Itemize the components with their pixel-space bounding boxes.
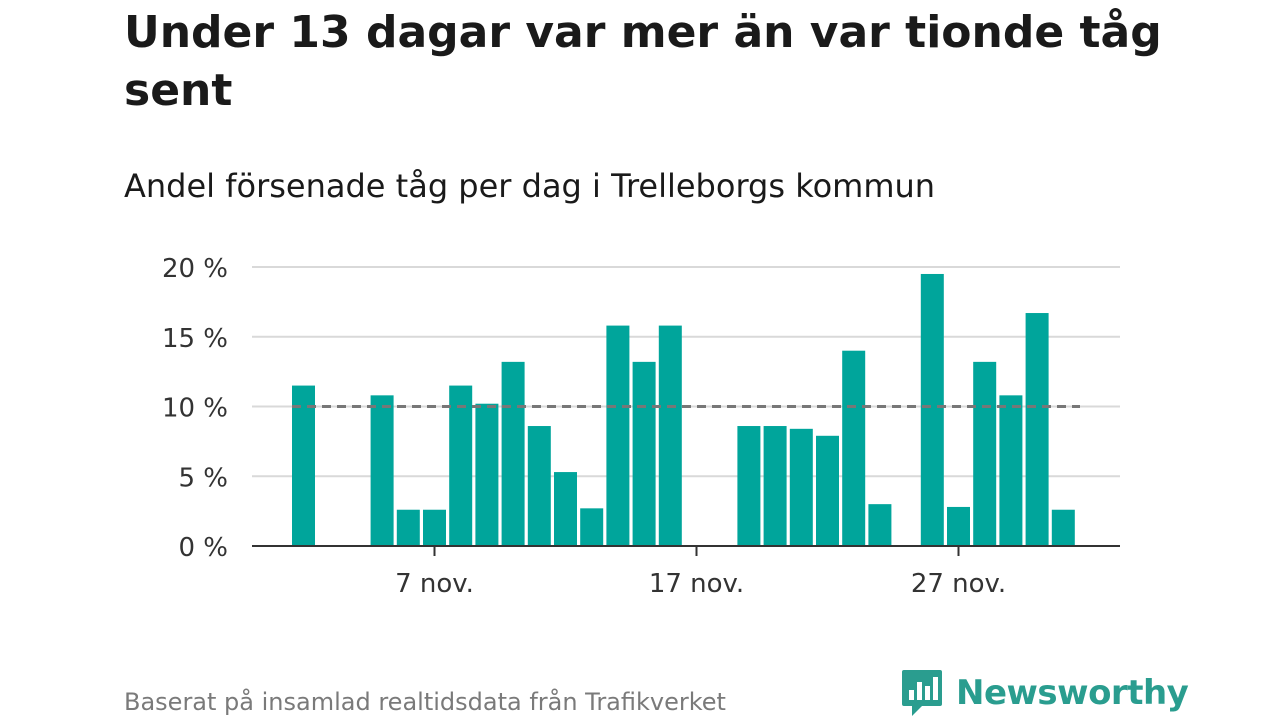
newsworthy-logo: Newsworthy [900, 668, 1189, 718]
bar [658, 325, 682, 546]
bar-chart-speech-bubble-icon [902, 670, 942, 716]
chart-subtitle: Andel försenade tåg per dag i Trelleborg… [124, 167, 936, 205]
bar [580, 508, 604, 546]
bar [475, 403, 499, 546]
bar [868, 504, 892, 546]
y-tick-label: 5 % [178, 463, 228, 493]
source-note: Baserat på insamlad realtidsdata från Tr… [124, 688, 726, 716]
bar [606, 325, 630, 546]
y-tick-label: 10 % [162, 394, 228, 424]
bar [396, 509, 420, 546]
bar [423, 509, 446, 546]
bar [449, 385, 473, 546]
bar [501, 361, 525, 546]
bar [292, 385, 315, 546]
bar [816, 435, 839, 546]
bar [947, 506, 970, 546]
bar [920, 273, 944, 546]
y-tick-label: 20 % [162, 254, 228, 284]
bars [292, 273, 1075, 546]
y-axis-ticks: 0 % 5 % 10 % 15 % 20 % [162, 254, 228, 563]
x-tick-label: 7 nov. [395, 569, 474, 599]
y-tick-label: 0 % [178, 533, 228, 563]
brand-name: Newsworthy [956, 673, 1189, 713]
x-tick-label: 17 nov. [649, 569, 744, 599]
bar [1051, 509, 1075, 546]
bar [789, 428, 813, 546]
bar [999, 395, 1023, 546]
bar [632, 361, 656, 546]
bar [842, 350, 866, 546]
bar-chart: 0 % 5 % 10 % 15 % 20 % 7 nov. 17 nov. 27 nov. [162, 254, 1120, 599]
x-axis: 7 nov. 17 nov. 27 nov. [252, 545, 1120, 599]
bar [1025, 313, 1049, 546]
bar [973, 361, 997, 546]
bar [370, 395, 394, 546]
chart-title: Under 13 dagar var mer än var tionde tåg… [124, 7, 1162, 116]
x-tick-label: 27 nov. [911, 569, 1006, 599]
bar [527, 426, 551, 546]
bar [554, 472, 577, 546]
bar [737, 426, 761, 546]
y-tick-label: 15 % [162, 324, 228, 354]
bar [763, 426, 787, 546]
